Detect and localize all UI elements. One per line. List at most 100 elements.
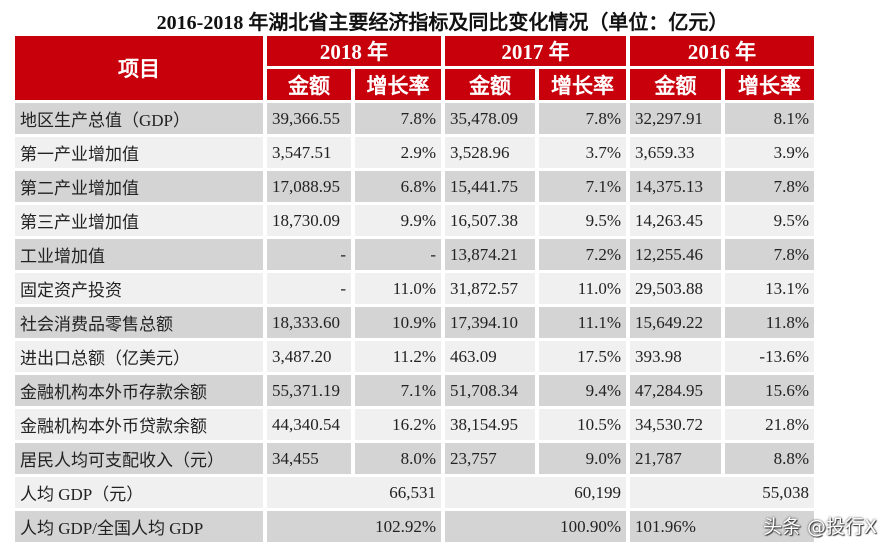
table-row: 第一产业增加值 3,547.51 2.9% 3,528.96 3.7% 3,659.33 3… bbox=[15, 137, 814, 168]
amount-cell: - bbox=[267, 273, 351, 304]
growth-cell: 15.6% bbox=[725, 375, 814, 406]
growth-cell: 2.9% bbox=[355, 137, 441, 168]
growth-cell: 3.7% bbox=[539, 137, 626, 168]
amount-cell: 15,649.22 bbox=[630, 307, 721, 338]
amount-cell: 3,528.96 bbox=[445, 137, 535, 168]
amount-cell: 463.09 bbox=[445, 341, 535, 372]
growth-cell: 11.8% bbox=[725, 307, 814, 338]
row-label: 金融机构本外币贷款余额 bbox=[15, 409, 263, 440]
growth-cell: 6.8% bbox=[355, 171, 441, 202]
table-row: 地区生产总值（GDP） 39,366.55 7.8% 35,478.09 7.8% 32,… bbox=[15, 103, 814, 134]
growth-cell: 21.8% bbox=[725, 409, 814, 440]
table-row: 工业增加值 - -13,874.21 7.2% 12,255.46 7.8% bbox=[15, 239, 814, 270]
merged-value-cell: 66,531 bbox=[267, 477, 441, 508]
amount-cell: 14,375.13 bbox=[630, 171, 721, 202]
header-amount: 金额 bbox=[267, 69, 351, 100]
header-growth: 增长率 bbox=[725, 69, 814, 100]
growth-cell: 11.0% bbox=[355, 273, 441, 304]
row-label: 固定资产投资 bbox=[15, 273, 263, 304]
row-label: 进出口总额（亿美元） bbox=[15, 341, 263, 372]
growth-cell: 7.8% bbox=[355, 103, 441, 134]
growth-cell: 9.5% bbox=[725, 205, 814, 236]
growth-cell: - bbox=[355, 239, 441, 270]
amount-cell: 47,284.95 bbox=[630, 375, 721, 406]
table-row: 人均 GDP/全国人均 GDP 102.92% 100.90% 101.96% bbox=[15, 511, 814, 542]
header-year-2016: 2016 年 bbox=[630, 36, 814, 66]
merged-value-cell: 100.90% bbox=[445, 511, 626, 542]
amount-cell: 23,757 bbox=[445, 443, 535, 474]
table-row: 居民人均可支配收入（元） 34,455 8.0% 23,757 9.0% 21,787 8.… bbox=[15, 443, 814, 474]
row-label: 金融机构本外币存款余额 bbox=[15, 375, 263, 406]
growth-cell: 7.2% bbox=[539, 239, 626, 270]
growth-cell: 9.9% bbox=[355, 205, 441, 236]
growth-cell: 17.5% bbox=[539, 341, 626, 372]
amount-cell: 3,659.33 bbox=[630, 137, 721, 168]
growth-cell: 11.0% bbox=[539, 273, 626, 304]
growth-cell: 10.9% bbox=[355, 307, 441, 338]
row-label: 居民人均可支配收入（元） bbox=[15, 443, 263, 474]
amount-cell: 12,255.46 bbox=[630, 239, 721, 270]
merged-value-cell: 60,199 bbox=[445, 477, 626, 508]
amount-cell: - bbox=[267, 239, 351, 270]
amount-cell: 38,154.95 bbox=[445, 409, 535, 440]
growth-cell: 8.1% bbox=[725, 103, 814, 134]
header-growth: 增长率 bbox=[539, 69, 626, 100]
header-growth: 增长率 bbox=[355, 69, 441, 100]
table-row: 社会消费品零售总额 18,333.60 10.9% 17,394.10 11.1% 15,… bbox=[15, 307, 814, 338]
amount-cell: 18,730.09 bbox=[267, 205, 351, 236]
table-row: 固定资产投资 -11.0% 31,872.57 11.0% 29,503.88 13.1% bbox=[15, 273, 814, 304]
amount-cell: 32,297.91 bbox=[630, 103, 721, 134]
row-label: 第二产业增加值 bbox=[15, 171, 263, 202]
amount-cell: 35,478.09 bbox=[445, 103, 535, 134]
table-row: 金融机构本外币存款余额 55,371.19 7.1% 51,708.34 9.4% 47,… bbox=[15, 375, 814, 406]
growth-cell: 13.1% bbox=[725, 273, 814, 304]
amount-cell: 51,708.34 bbox=[445, 375, 535, 406]
growth-cell: 7.8% bbox=[725, 239, 814, 270]
table-row: 第二产业增加值 17,088.95 6.8% 15,441.75 7.1% 14,375.… bbox=[15, 171, 814, 202]
amount-cell: 393.98 bbox=[630, 341, 721, 372]
growth-cell: 16.2% bbox=[355, 409, 441, 440]
table-row: 金融机构本外币贷款余额 44,340.54 16.2% 38,154.95 10.5% 3… bbox=[15, 409, 814, 440]
amount-cell: 39,366.55 bbox=[267, 103, 351, 134]
amount-cell: 29,503.88 bbox=[630, 273, 721, 304]
table-row: 人均 GDP（元） 66,531 60,199 55,038 bbox=[15, 477, 814, 508]
growth-cell: 11.2% bbox=[355, 341, 441, 372]
header-amount: 金额 bbox=[445, 69, 535, 100]
growth-cell: 9.4% bbox=[539, 375, 626, 406]
header-year-2017: 2017 年 bbox=[445, 36, 626, 66]
row-label: 第一产业增加值 bbox=[15, 137, 263, 168]
merged-value-cell: 101.96% bbox=[630, 511, 814, 542]
amount-cell: 3,547.51 bbox=[267, 137, 351, 168]
table-title: 2016-2018 年湖北省主要经济指标及同比变化情况（单位：亿元） bbox=[156, 12, 729, 34]
table-row: 进出口总额（亿美元） 3,487.20 11.2% 463.09 17.5% 393.98… bbox=[15, 341, 814, 372]
merged-value-cell: 102.92% bbox=[267, 511, 441, 542]
growth-cell: 3.9% bbox=[725, 137, 814, 168]
growth-cell: 7.8% bbox=[539, 103, 626, 134]
amount-cell: 13,874.21 bbox=[445, 239, 535, 270]
growth-cell: 7.1% bbox=[539, 171, 626, 202]
amount-cell: 44,340.54 bbox=[267, 409, 351, 440]
header-year-2018: 2018 年 bbox=[267, 36, 441, 66]
header-amount: 金额 bbox=[630, 69, 721, 100]
growth-cell: 8.8% bbox=[725, 443, 814, 474]
amount-cell: 15,441.75 bbox=[445, 171, 535, 202]
table-row: 第三产业增加值 18,730.09 9.9% 16,507.38 9.5% 14,263.… bbox=[15, 205, 814, 236]
amount-cell: 34,530.72 bbox=[630, 409, 721, 440]
growth-cell: 11.1% bbox=[539, 307, 626, 338]
growth-cell: 9.5% bbox=[539, 205, 626, 236]
row-label: 人均 GDP/全国人均 GDP bbox=[15, 511, 263, 542]
row-label: 人均 GDP（元） bbox=[15, 477, 263, 508]
amount-cell: 18,333.60 bbox=[267, 307, 351, 338]
growth-cell: -13.6% bbox=[725, 341, 814, 372]
growth-cell: 9.0% bbox=[539, 443, 626, 474]
growth-cell: 7.1% bbox=[355, 375, 441, 406]
amount-cell: 17,394.10 bbox=[445, 307, 535, 338]
amount-cell: 55,371.19 bbox=[267, 375, 351, 406]
growth-cell: 7.8% bbox=[725, 171, 814, 202]
growth-cell: 8.0% bbox=[355, 443, 441, 474]
amount-cell: 14,263.45 bbox=[630, 205, 721, 236]
economic-indicators-table: 项目 2018 年 2017 年 2016 年 金额 增长率 金额 增长率 金额… bbox=[11, 33, 818, 545]
row-label: 第三产业增加值 bbox=[15, 205, 263, 236]
row-label: 社会消费品零售总额 bbox=[15, 307, 263, 338]
header-item: 项目 bbox=[15, 36, 263, 100]
